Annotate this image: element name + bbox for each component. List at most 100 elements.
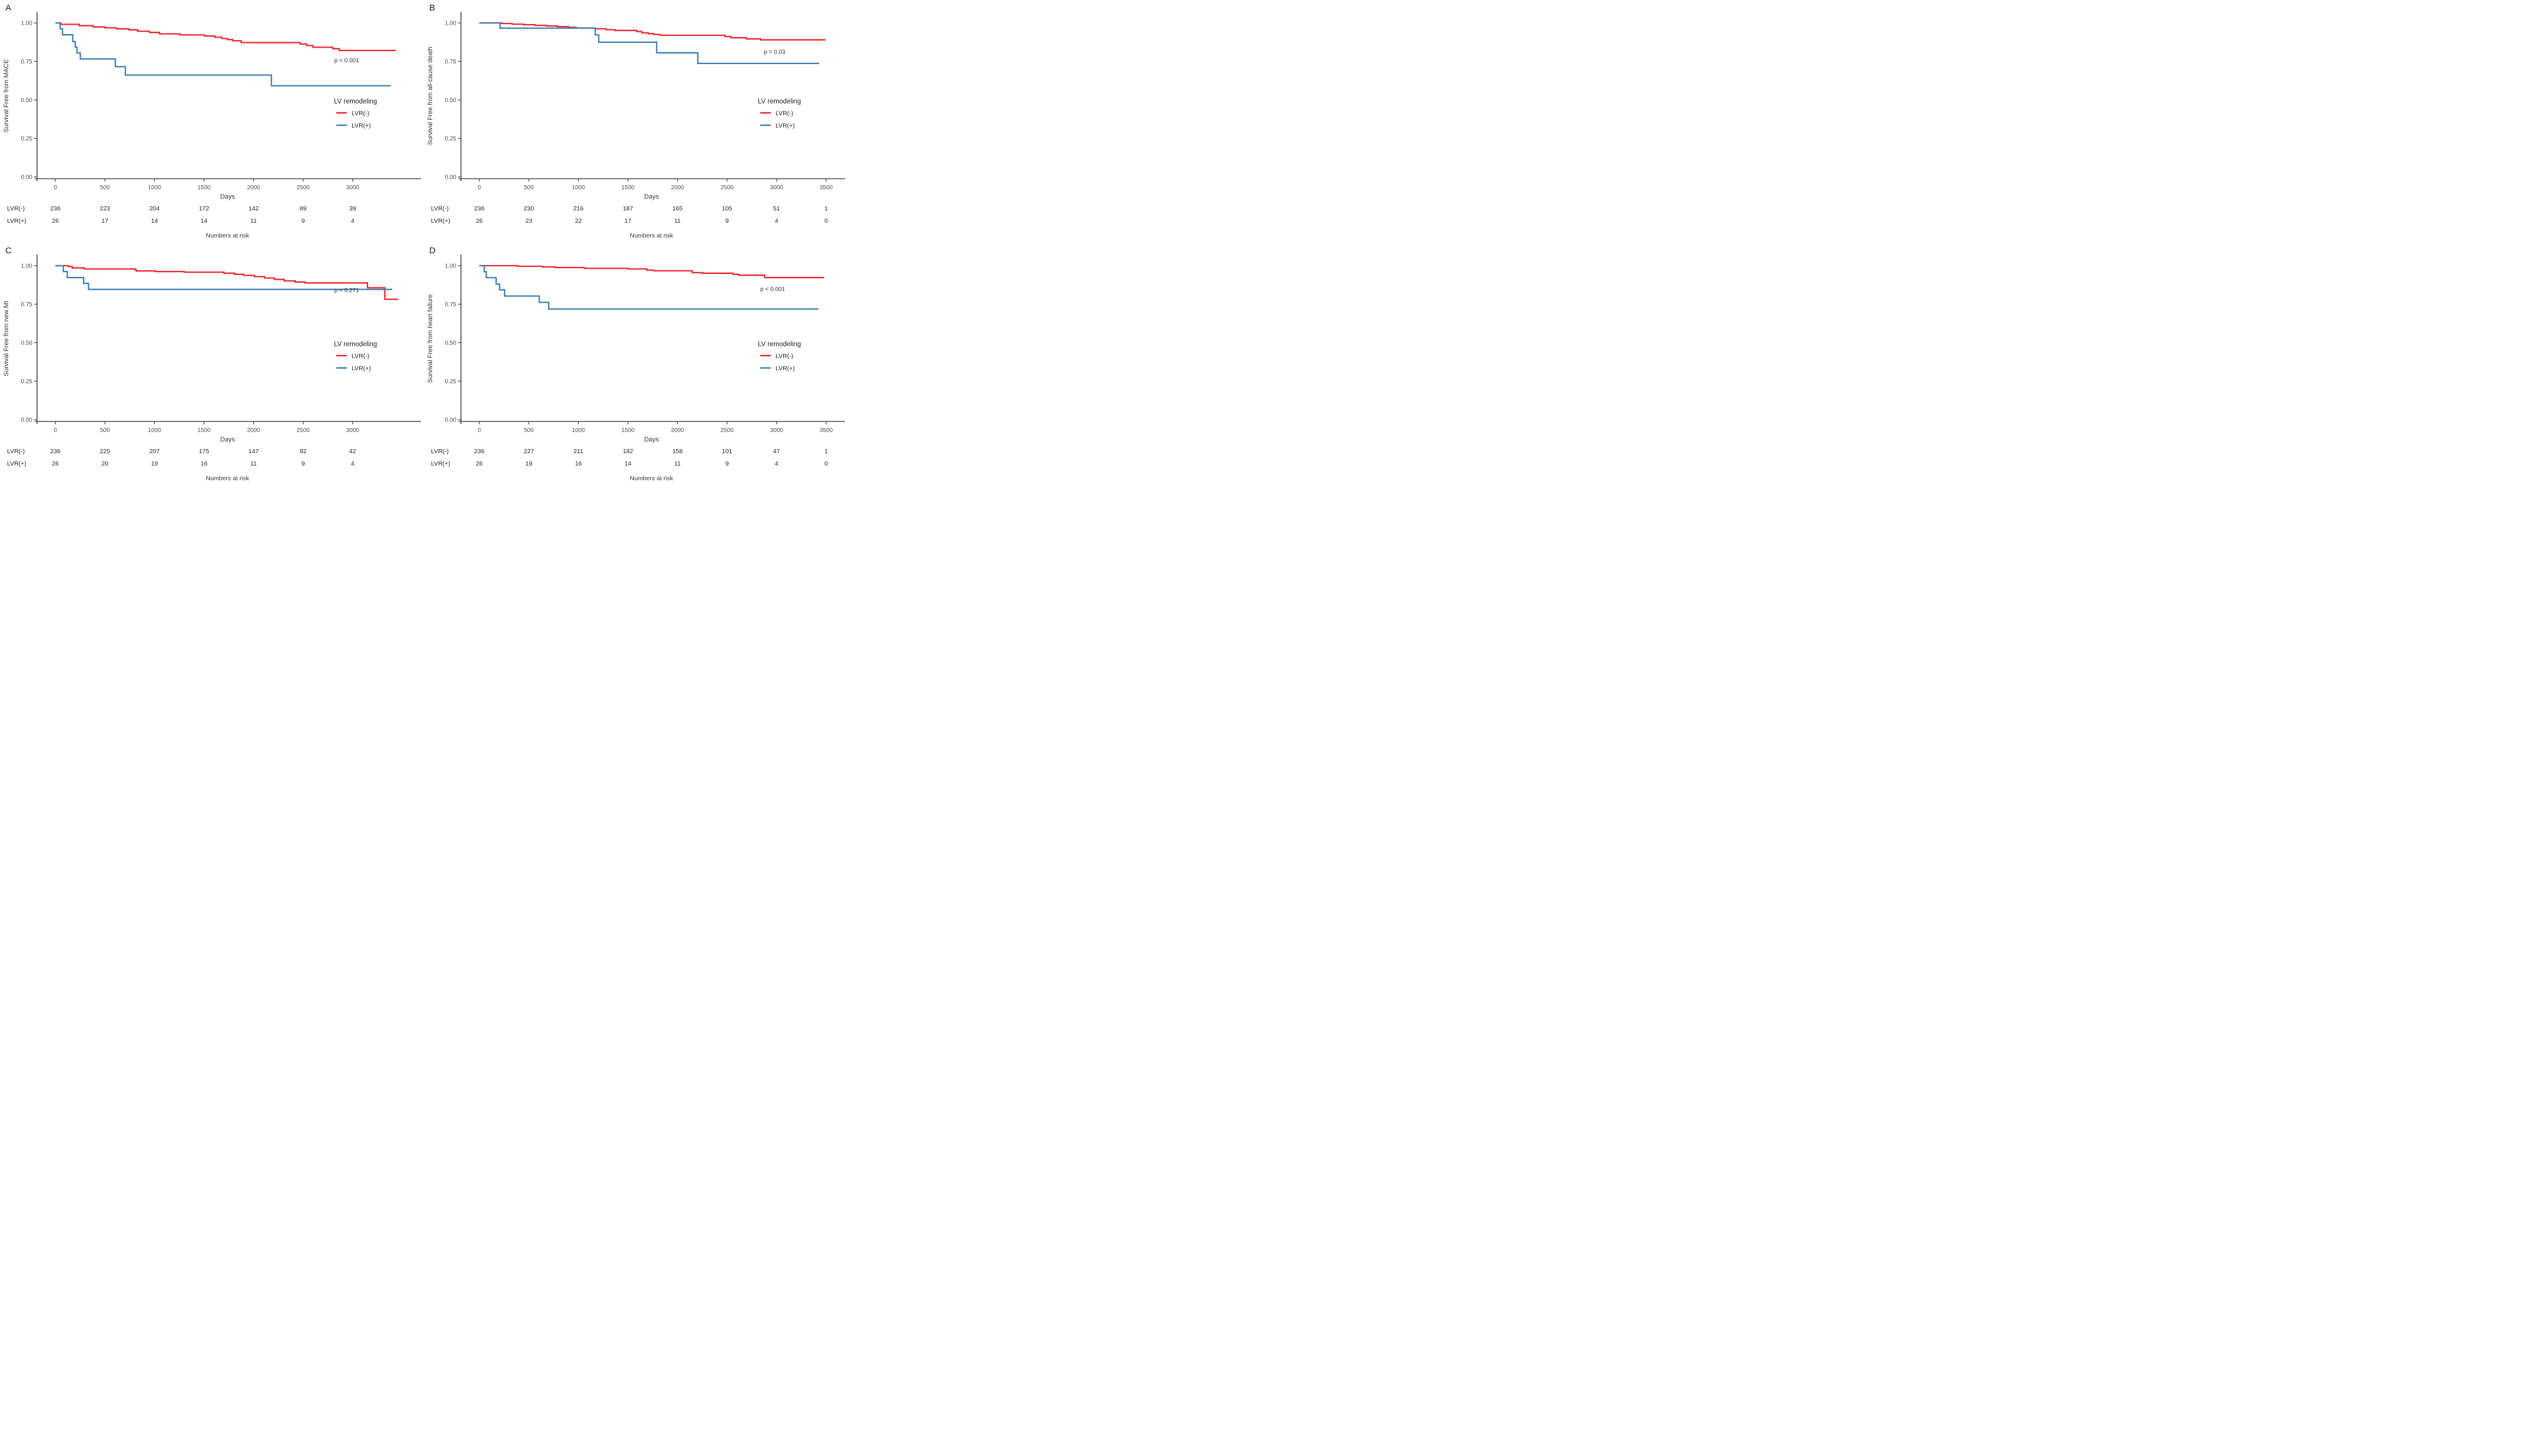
risk-table-caption: Numbers at risk <box>630 232 673 239</box>
panel-letter-c: C <box>5 246 12 256</box>
y-tick-label: 0.50 <box>21 98 33 104</box>
risk-count: 26 <box>52 217 59 225</box>
risk-count: 89 <box>300 205 307 212</box>
risk-count: 158 <box>672 448 683 455</box>
km-chart-a: 1.00 0.75 0.50 0.25 0.00 0 500 1000 1500 2000 2500… <box>3 12 421 239</box>
survival-curve-lvr-pos <box>55 265 393 290</box>
risk-count: 47 <box>773 448 780 455</box>
risk-count: 11 <box>674 217 681 225</box>
x-tick-label: 1000 <box>148 185 162 191</box>
x-tick-label: 0 <box>54 427 57 434</box>
risk-count: 4 <box>351 460 355 467</box>
risk-count: 236 <box>50 205 61 212</box>
km-chart-d: 1.00 0.75 0.50 0.25 0.00 0 500 1000 1500 2000 2500… <box>427 255 845 482</box>
y-tick-label: 0.75 <box>21 302 33 308</box>
y-tick-label: 0.00 <box>21 175 33 181</box>
survival-curve-lvr-neg <box>55 22 396 52</box>
x-tick-label: 1500 <box>621 185 635 191</box>
risk-count: 236 <box>474 448 484 455</box>
legend-label: LVR(-) <box>352 110 369 117</box>
y-tick-label: 0.00 <box>445 175 457 181</box>
risk-count: 42 <box>349 448 356 455</box>
y-tick-label: 1.00 <box>445 263 457 270</box>
risk-count: 26 <box>476 460 483 467</box>
risk-table-caption: Numbers at risk <box>206 475 249 482</box>
x-tick-label: 3000 <box>770 185 784 191</box>
risk-count: 187 <box>623 205 633 212</box>
panel-letter-a: A <box>5 3 12 13</box>
x-tick-label: 500 <box>100 185 110 191</box>
risk-count: 204 <box>149 205 160 212</box>
risk-row-label: LVR(-) <box>7 448 25 455</box>
risk-count: 216 <box>573 205 584 212</box>
risk-count: 51 <box>773 205 780 212</box>
risk-count: 22 <box>575 217 582 225</box>
x-tick-label: 2500 <box>296 427 310 434</box>
risk-count: 147 <box>248 448 259 455</box>
risk-count: 142 <box>248 205 259 212</box>
risk-count: 211 <box>573 448 583 455</box>
x-tick-label: 2500 <box>720 185 734 191</box>
risk-count: 16 <box>201 460 208 467</box>
x-axis-title: Days <box>644 436 659 443</box>
y-tick-label: 0.50 <box>445 340 457 347</box>
legend-label: LVR(+) <box>776 365 795 372</box>
risk-count: 14 <box>624 460 631 467</box>
x-tick-label: 2000 <box>247 185 260 191</box>
risk-row-label: LVR(+) <box>431 217 450 225</box>
risk-count: 207 <box>149 448 160 455</box>
km-chart-b: 1.00 0.75 0.50 0.25 0.00 0 500 1000 1500 2000 2500… <box>427 12 845 239</box>
x-tick-label: 3500 <box>820 427 833 434</box>
risk-row-label: LVR(-) <box>431 448 449 455</box>
legend-label: LVR(+) <box>352 122 371 129</box>
x-tick-label: 3000 <box>346 427 360 434</box>
risk-count: 1 <box>824 448 828 455</box>
x-tick-label: 500 <box>524 427 534 434</box>
km-chart-c: 1.00 0.75 0.50 0.25 0.00 0 500 1000 1500 2000 2500… <box>3 255 421 482</box>
risk-count: 9 <box>726 217 729 225</box>
risk-count: 11 <box>250 460 257 467</box>
risk-count: 172 <box>199 205 209 212</box>
x-tick-label: 1000 <box>572 427 586 434</box>
risk-row-label: LVR(-) <box>431 205 449 212</box>
legend-title: LV remodeling <box>758 98 801 105</box>
y-axis-title: Survival Free from MACE <box>3 59 10 133</box>
risk-count: 223 <box>100 205 111 212</box>
x-tick-label: 2000 <box>671 185 684 191</box>
p-value-label: p < 0.001 <box>335 58 359 64</box>
y-tick-label: 0.50 <box>21 340 33 347</box>
x-tick-label: 2500 <box>720 427 734 434</box>
x-tick-label: 500 <box>524 185 534 191</box>
risk-count: 0 <box>824 460 828 467</box>
risk-count: 26 <box>52 460 59 467</box>
risk-count: 17 <box>102 217 109 225</box>
p-value-label: p = 0.271 <box>335 287 359 294</box>
risk-count: 236 <box>50 448 61 455</box>
y-tick-label: 0.00 <box>21 417 33 424</box>
y-tick-label: 0.25 <box>445 379 457 385</box>
x-tick-label: 0 <box>477 185 481 191</box>
legend-label: LVR(+) <box>776 122 795 129</box>
km-figure: A 1.00 0.75 0.50 0.25 0.00 0 500 1000 1500 2000 25… <box>0 0 848 486</box>
risk-count: 225 <box>100 448 111 455</box>
risk-count: 17 <box>624 217 631 225</box>
survival-curve-lvr-neg <box>479 22 826 41</box>
risk-count: 9 <box>302 460 305 467</box>
legend-label: LVR(+) <box>352 365 371 372</box>
legend-label: LVR(-) <box>352 353 369 360</box>
survival-curve-lvr-pos <box>479 22 820 65</box>
x-tick-label: 2000 <box>671 427 684 434</box>
legend-title: LV remodeling <box>758 341 801 348</box>
y-tick-label: 0.50 <box>445 98 457 104</box>
panel-c: C 1.00 0.75 0.50 0.25 0.00 0 500 1000 1500 2000 25… <box>0 243 424 486</box>
risk-table-caption: Numbers at risk <box>630 475 673 482</box>
risk-count: 23 <box>526 217 533 225</box>
survival-curve-lvr-pos <box>55 22 391 87</box>
panel-b: B 1.00 0.75 0.50 0.25 0.00 0 500 1000 1500 2000 25… <box>424 0 848 243</box>
y-tick-label: 1.00 <box>21 263 33 270</box>
x-tick-label: 3000 <box>770 427 784 434</box>
y-tick-label: 1.00 <box>445 21 457 27</box>
risk-count: 4 <box>775 460 778 467</box>
risk-count: 9 <box>302 217 305 225</box>
y-tick-label: 0.75 <box>21 59 33 65</box>
